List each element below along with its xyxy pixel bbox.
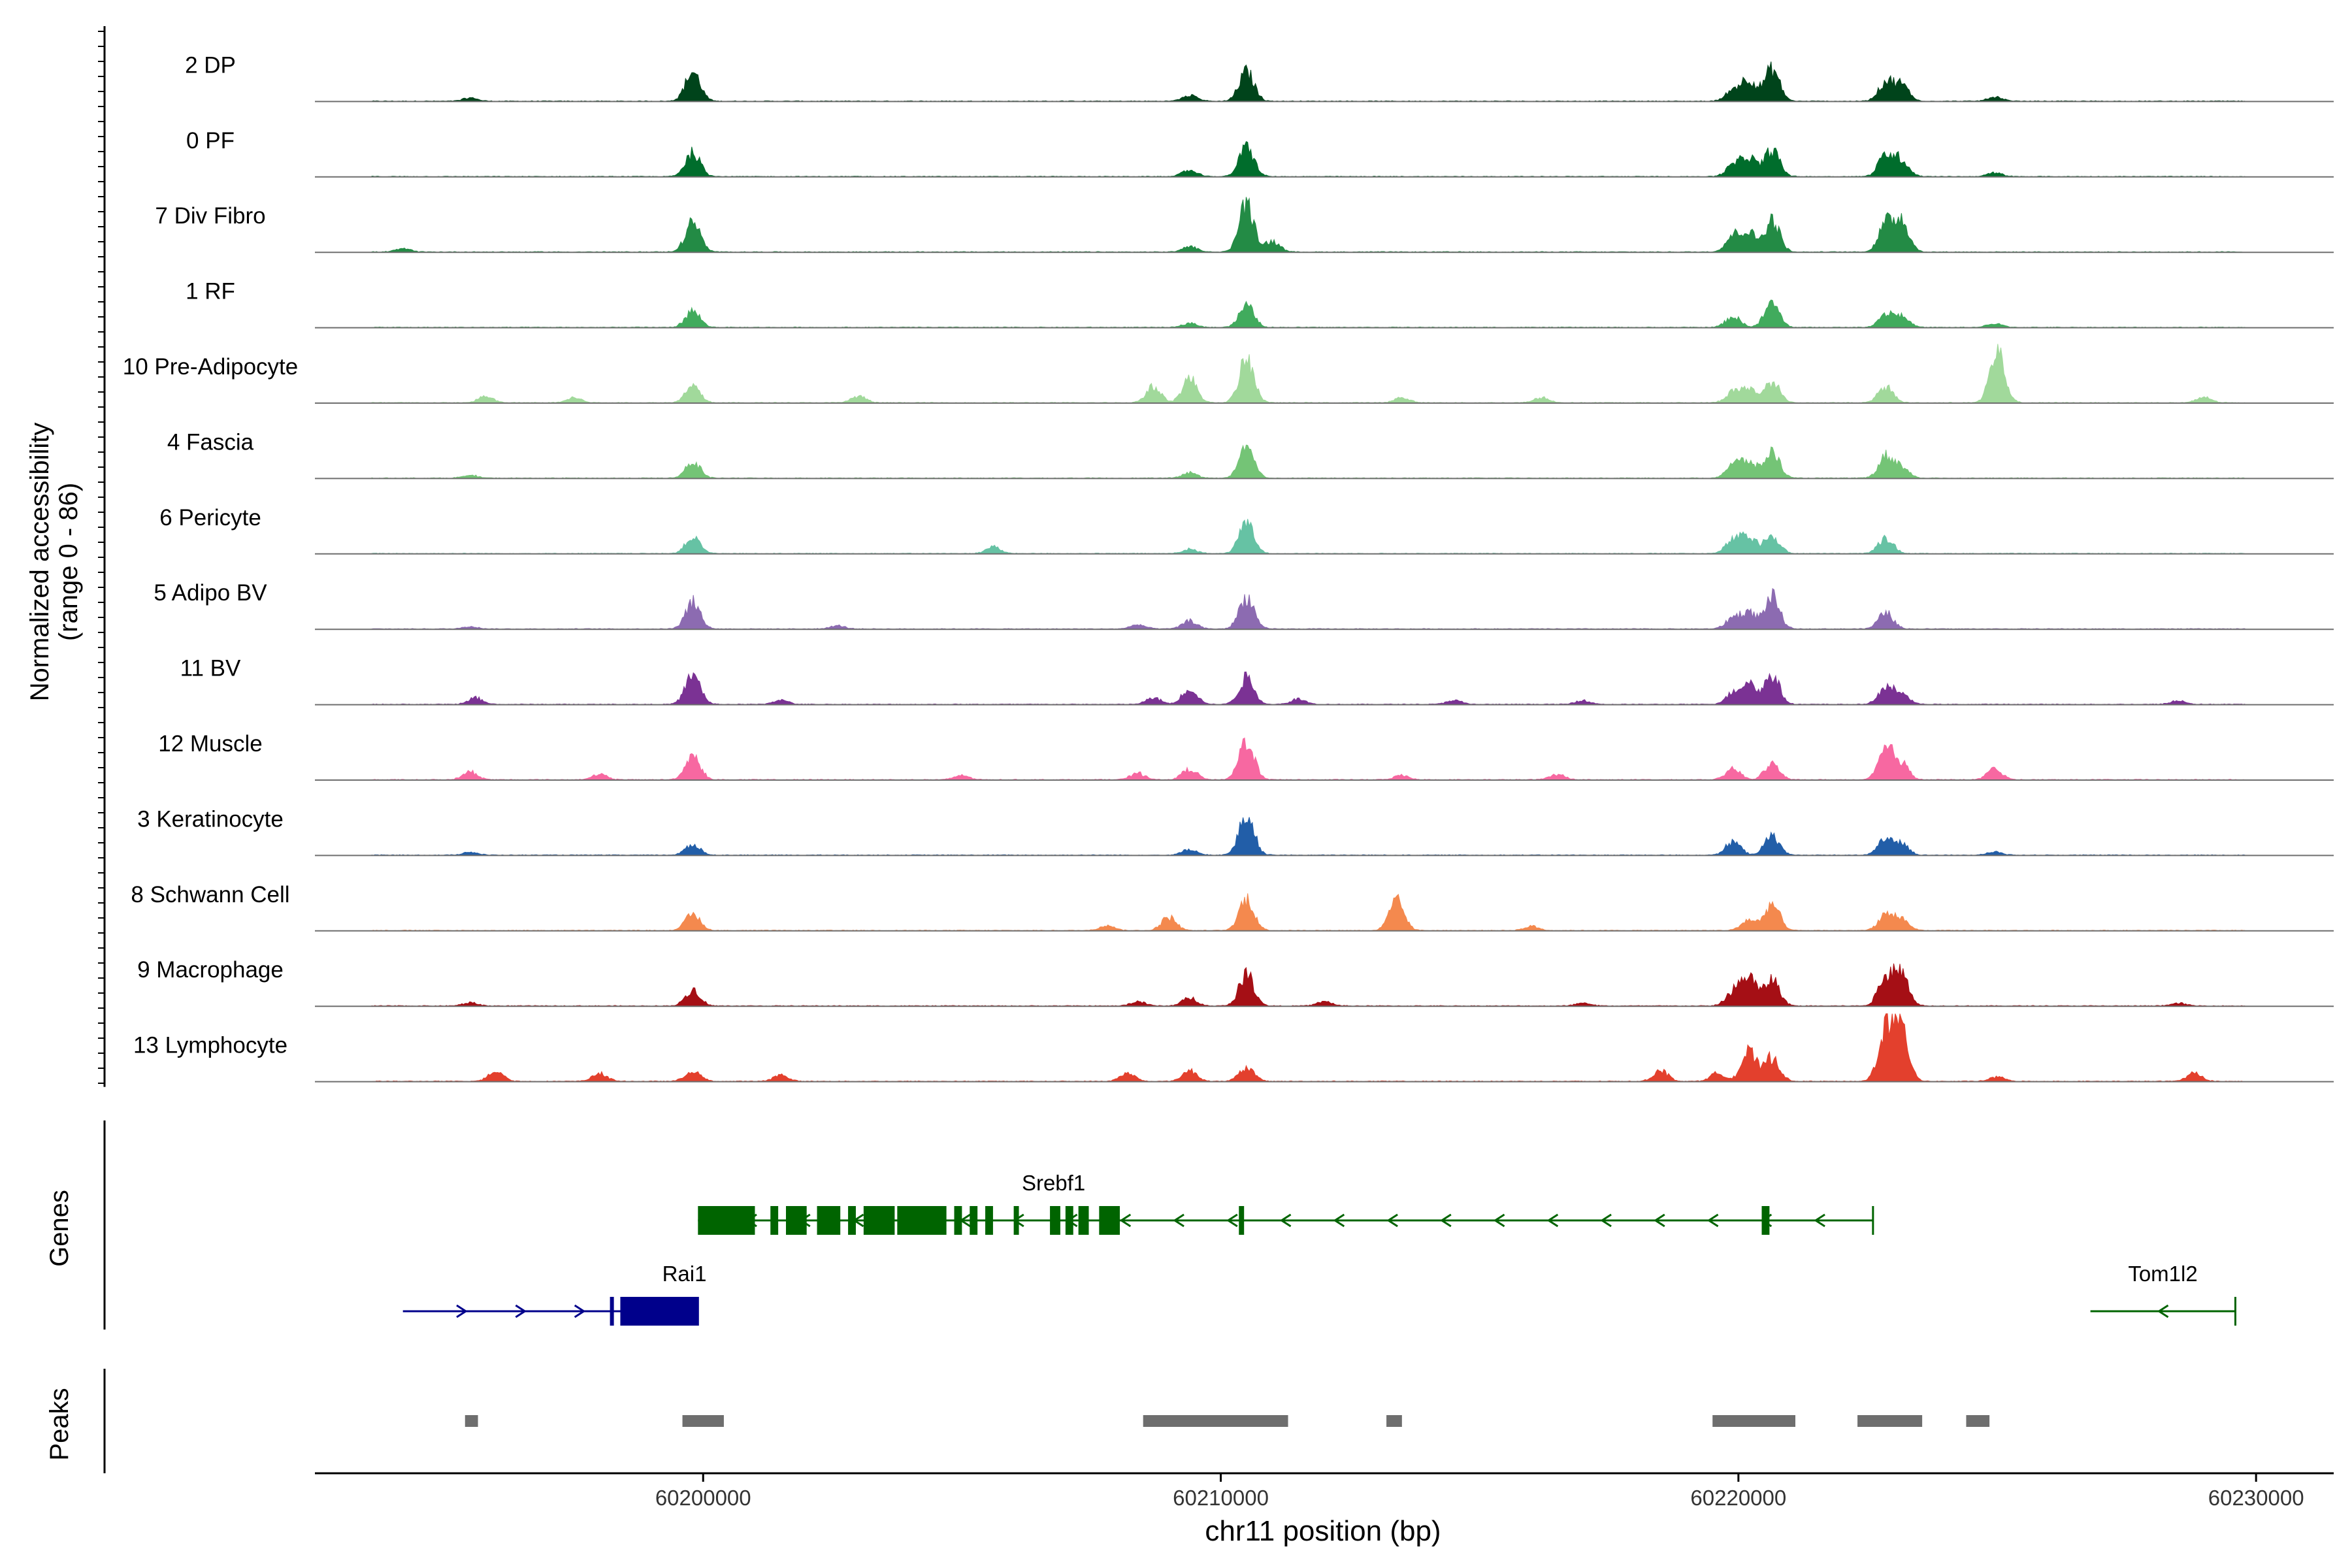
track-label: 1 RF xyxy=(186,279,235,304)
track-label: 3 Keratinocyte xyxy=(137,806,284,832)
peak-region xyxy=(1712,1415,1795,1427)
genes-panel-label: Genes xyxy=(45,1190,74,1267)
exon xyxy=(1050,1206,1060,1235)
exon xyxy=(770,1206,779,1235)
track-6-pericyte: 6 Pericyte xyxy=(159,505,2334,555)
x-axis-title: chr11 position (bp) xyxy=(1205,1515,1441,1547)
track-4-fascia: 4 Fascia xyxy=(167,429,2334,480)
peak-region xyxy=(1386,1415,1402,1427)
strand-arrow-icon xyxy=(1279,1213,1292,1228)
exon xyxy=(1239,1206,1245,1235)
track-8-schwann-cell: 8 Schwann Cell xyxy=(131,882,2334,932)
strand-arrow-icon xyxy=(515,1304,527,1318)
track-10-pre-adipocyte: 10 Pre-Adipocyte xyxy=(123,344,2334,404)
strand-arrow-icon xyxy=(1654,1213,1665,1228)
gene-srebf1: Srebf1 xyxy=(698,1171,1874,1235)
y-axis-label-range: (range 0 - 86) xyxy=(54,483,83,641)
track-2-dp: 2 DP xyxy=(185,52,2334,103)
track-11-bv: 11 BV xyxy=(180,656,2334,706)
track-label: 12 Muscle xyxy=(158,731,263,757)
strand-arrow-icon xyxy=(1386,1213,1398,1228)
exon xyxy=(848,1206,856,1235)
exon xyxy=(786,1206,807,1235)
track-7-div-fibro: 7 Div Fibro xyxy=(155,197,2334,253)
track-label: 2 DP xyxy=(185,52,236,78)
gene-label: Srebf1 xyxy=(1022,1171,1085,1195)
track-label: 7 Div Fibro xyxy=(155,203,265,229)
x-tick-label: 60200000 xyxy=(655,1486,751,1510)
gene-label: Tom1l2 xyxy=(2128,1262,2197,1286)
exon xyxy=(1013,1206,1019,1235)
exon xyxy=(1065,1206,1073,1235)
strand-arrow-icon xyxy=(1173,1213,1184,1228)
exon xyxy=(970,1206,978,1235)
track-label: 13 Lymphocyte xyxy=(133,1033,287,1058)
strand-arrow-icon xyxy=(1707,1213,1719,1228)
exon xyxy=(985,1206,993,1235)
track-0-pf: 0 PF xyxy=(186,128,2334,178)
track-label: 5 Adipo BV xyxy=(154,580,267,606)
x-tick-label: 60210000 xyxy=(1173,1486,1269,1510)
track-label: 11 BV xyxy=(180,656,241,681)
strand-arrow-icon xyxy=(1493,1213,1505,1228)
coverage-signal xyxy=(371,671,2247,706)
strand-arrow-icon xyxy=(1333,1213,1345,1228)
strand-arrow-icon xyxy=(1814,1213,1825,1228)
strand-arrow-icon xyxy=(574,1304,586,1318)
x-axis: 60200000 60210000 60220000 60230000 xyxy=(315,1472,2334,1510)
exon xyxy=(897,1206,947,1235)
exon xyxy=(954,1206,962,1235)
track-3-keratinocyte: 3 Keratinocyte xyxy=(137,806,2334,857)
track-label: 0 PF xyxy=(186,128,235,154)
strand-arrow-icon xyxy=(1119,1213,1132,1228)
track-5-adipo-bv: 5 Adipo BV xyxy=(154,580,2334,630)
gene-annotation-panel: Srebf1 Rai1 Tom1l2 xyxy=(402,1171,2236,1326)
track-label: 10 Pre-Adipocyte xyxy=(123,354,298,380)
x-tick-label: 60220000 xyxy=(1690,1486,1786,1510)
y-axis-label: Normalized accessibility xyxy=(25,423,54,702)
peak-region xyxy=(1857,1415,1923,1427)
strand-arrow-icon xyxy=(456,1304,468,1318)
y-axis-rulers xyxy=(98,26,106,1473)
peak-region xyxy=(465,1415,478,1427)
track-12-muscle: 12 Muscle xyxy=(158,731,2334,781)
coverage-tracks: 2 DP 0 PF 7 Div Fibro 1 RF 10 Pre-Adipocyte 4… xyxy=(123,52,2334,1083)
track-label: 8 Schwann Cell xyxy=(131,882,289,907)
exon xyxy=(1761,1206,1770,1235)
strand-arrow-icon xyxy=(1600,1213,1612,1228)
gene-label: Rai1 xyxy=(662,1262,707,1286)
gene-tom1l2: Tom1l2 xyxy=(2090,1262,2236,1326)
exon xyxy=(698,1206,755,1235)
track-9-macrophage: 9 Macrophage xyxy=(137,957,2334,1007)
peaks-panel-label: Peaks xyxy=(45,1388,74,1460)
track-label: 9 Macrophage xyxy=(137,957,284,983)
track-1-rf: 1 RF xyxy=(186,279,2334,329)
x-tick-label: 60230000 xyxy=(2208,1486,2304,1510)
peak-region xyxy=(1143,1415,1288,1427)
exon xyxy=(620,1297,698,1326)
strand-arrow-icon xyxy=(1546,1213,1559,1228)
exon xyxy=(1078,1206,1089,1235)
strand-arrow-icon xyxy=(1226,1213,1238,1228)
exon xyxy=(817,1206,841,1235)
strand-arrow-icon xyxy=(1440,1213,1452,1228)
track-label: 6 Pericyte xyxy=(159,505,261,531)
exon xyxy=(863,1206,895,1235)
peak-region xyxy=(1966,1415,1990,1427)
exon xyxy=(1099,1206,1120,1235)
exon xyxy=(610,1297,614,1326)
gene-rai1: Rai1 xyxy=(402,1262,707,1326)
strand-arrow-icon xyxy=(2157,1304,2169,1318)
peak-region xyxy=(682,1415,724,1427)
track-13-lymphocyte: 13 Lymphocyte xyxy=(133,1013,2334,1083)
peaks-panel xyxy=(465,1415,1990,1427)
track-label: 4 Fascia xyxy=(167,429,254,455)
